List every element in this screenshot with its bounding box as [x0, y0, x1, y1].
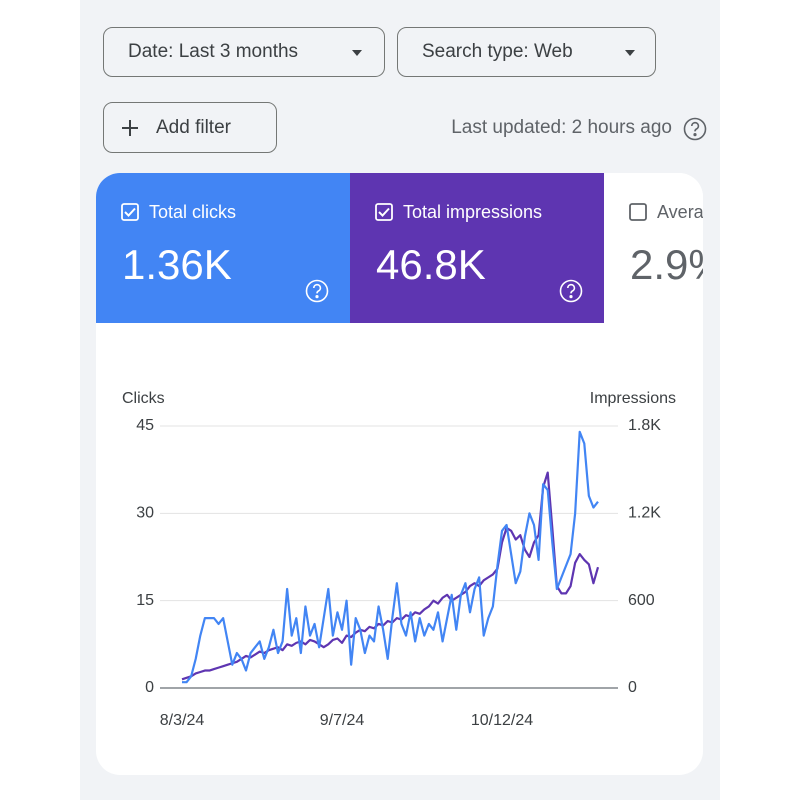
metric-tile[interactable]: Total impressions 46.8K [350, 173, 604, 323]
series-line [181, 471, 600, 681]
x-tick-label: 8/3/24 [160, 712, 205, 729]
last-updated: Last updated: 2 hours ago [451, 117, 672, 138]
metric-tile[interactable]: Average CTR 2.9% [604, 173, 800, 323]
y-tick-label: 15 [136, 592, 154, 609]
metric-label: Average CTR [657, 202, 766, 222]
y2-tick-label: 0 [628, 679, 637, 696]
metric-value: 46.8K [376, 241, 486, 288]
dropdown-arrow [352, 50, 362, 56]
icon-dot [569, 294, 573, 299]
y2-axis-title: Impressions [590, 390, 676, 407]
add-filter-button[interactable]: Add filter [103, 102, 277, 153]
metric-label: Total clicks [149, 202, 236, 222]
x-tick-label: 9/7/24 [320, 712, 365, 729]
icon-circle [305, 279, 329, 303]
chip-border [103, 27, 385, 77]
tile-background [96, 173, 350, 323]
button-label: Add filter [156, 117, 232, 138]
series-line [182, 430, 599, 684]
chip-label: Search type: Web [422, 41, 573, 62]
icon-dot [315, 294, 319, 299]
checkmark [124, 207, 136, 217]
y2-tick-label: 1.8K [628, 417, 661, 434]
plus-icon [122, 120, 138, 136]
tile-background [604, 173, 703, 323]
icon-question [566, 283, 576, 294]
y-tick-label: 30 [136, 505, 154, 522]
y2-tick-label: 600 [628, 592, 655, 609]
y-tick-label: 0 [145, 679, 154, 696]
date-chip[interactable]: Date: Last 3 months [103, 27, 385, 77]
x-tick-label: 10/12/24 [471, 712, 533, 729]
metric-value: 1.36K [122, 241, 232, 288]
metric-tile[interactable]: Total clicks 1.36K [96, 173, 350, 323]
y-axis-title: Clicks [122, 390, 165, 407]
chip-border [397, 27, 656, 77]
performance-card [96, 173, 703, 775]
help-icon [559, 279, 583, 303]
checkbox [629, 203, 647, 221]
checkmark [378, 207, 390, 217]
help-icon[interactable] [683, 117, 707, 141]
y2-tick-label: 1.2K [628, 505, 661, 522]
dropdown-arrow [625, 50, 635, 56]
metric-label: Total impressions [403, 202, 542, 222]
chip-label: Date: Last 3 months [128, 41, 298, 62]
search-type-chip[interactable]: Search type: Web [397, 27, 656, 77]
checkbox [375, 203, 393, 221]
tile-background [350, 173, 604, 323]
help-icon [305, 279, 329, 303]
button-border [103, 102, 277, 153]
y-tick-label: 45 [136, 417, 154, 434]
metric-tiles: Total clicks 1.36K Total impressions 46.8K A… [96, 173, 800, 323]
metric-value: 2.9% [630, 241, 726, 288]
icon-circle [559, 279, 583, 303]
chart: Clicks Impressions 0 15 30 45 0 600 1.2K 1.8K 8/3/… [122, 390, 676, 729]
checkbox [121, 203, 139, 221]
icon-question [312, 283, 322, 294]
